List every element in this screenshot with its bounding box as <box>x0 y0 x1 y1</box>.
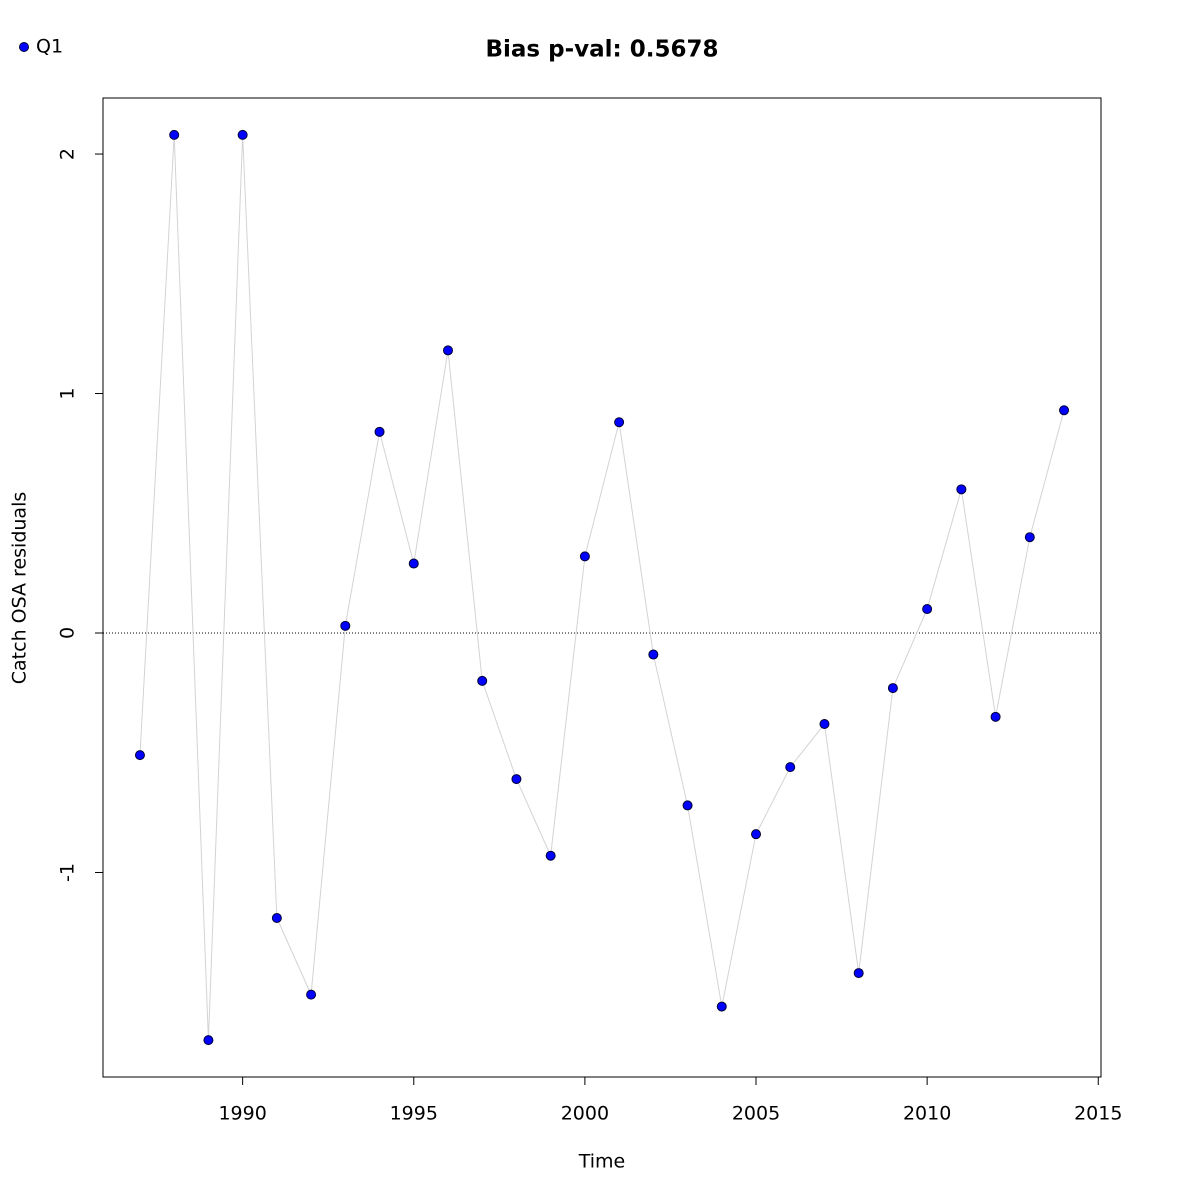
point <box>648 649 659 660</box>
y-tick-label: -1 <box>57 863 79 882</box>
point <box>716 1001 727 1012</box>
point <box>853 968 864 979</box>
legend-label: Q1 <box>36 36 63 58</box>
point <box>614 417 625 428</box>
point <box>922 604 933 615</box>
series-line <box>139 134 1065 1041</box>
legend-marker <box>19 42 29 52</box>
point <box>477 675 488 686</box>
x-tick-label: 2005 <box>732 1103 780 1125</box>
point <box>1024 532 1035 543</box>
point <box>169 129 180 140</box>
plot-frame <box>102 97 1102 1078</box>
point <box>408 558 419 569</box>
point <box>887 683 898 694</box>
point <box>374 426 385 437</box>
y-tick-label: 0 <box>57 627 79 639</box>
point <box>134 750 145 761</box>
x-tick-label: 2015 <box>1074 1103 1122 1125</box>
point <box>956 484 967 495</box>
point <box>751 829 762 840</box>
point <box>990 711 1001 722</box>
x-axis-label: Time <box>578 1151 626 1173</box>
x-tick-label: 2000 <box>561 1103 609 1125</box>
point <box>785 762 796 773</box>
x-tick-label: 1995 <box>390 1103 438 1125</box>
point <box>203 1035 214 1046</box>
x-tick-label: 1990 <box>218 1103 266 1125</box>
y-axis-label: Catch OSA residuals <box>9 492 31 684</box>
chart-title: Bias p-val: 0.5678 <box>486 37 719 63</box>
point <box>271 912 282 923</box>
point <box>511 774 522 785</box>
point <box>442 345 453 356</box>
point <box>340 620 351 631</box>
point <box>237 129 248 140</box>
x-tick-label: 2010 <box>903 1103 951 1125</box>
point <box>1059 405 1070 416</box>
point <box>682 800 693 811</box>
point <box>579 551 590 562</box>
point <box>819 719 830 730</box>
y-tick-label: 1 <box>57 387 79 399</box>
point <box>545 850 556 861</box>
y-tick-label: 2 <box>57 148 79 160</box>
point <box>306 989 317 1000</box>
